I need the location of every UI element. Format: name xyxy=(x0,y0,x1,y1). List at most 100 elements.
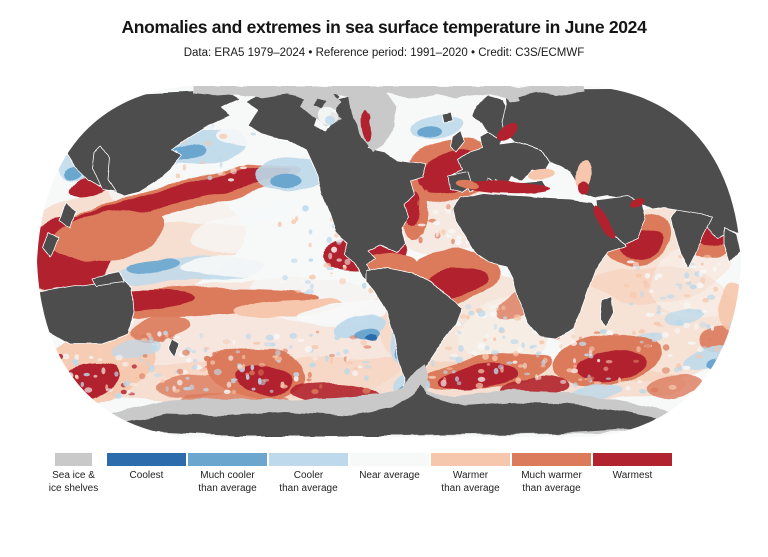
speckle-dot xyxy=(364,364,372,369)
speckle-dot xyxy=(277,221,282,227)
speckle-dot xyxy=(451,370,456,374)
speckle-dot xyxy=(455,376,459,382)
speckle-dot xyxy=(725,381,734,388)
speckle-dot xyxy=(699,322,707,328)
land-british-isles xyxy=(449,129,465,153)
speckle-dot xyxy=(189,384,195,390)
footer-logos: ★★★★★★★★★★★★ PROGRAMME OF THE EUROPEAN U… xyxy=(0,503,768,557)
speckle-dot xyxy=(703,254,712,259)
speckle-dot xyxy=(299,279,304,284)
speckle-dot xyxy=(639,340,644,344)
speckle-dot xyxy=(535,374,539,381)
speckle-dot xyxy=(584,353,589,357)
legend-swatch-MW xyxy=(512,453,591,466)
speckle-dot xyxy=(578,336,583,341)
speckle-dot xyxy=(290,258,298,263)
speckle-dot xyxy=(433,220,441,226)
speckle-dot xyxy=(330,357,334,364)
speckle-dot xyxy=(524,372,531,376)
speckle-dot xyxy=(572,382,578,388)
speckle-dot xyxy=(249,370,255,376)
speckle-dot xyxy=(219,161,223,168)
speckle-dot xyxy=(84,387,93,393)
speckle-dot xyxy=(282,275,288,281)
speckle-dot xyxy=(89,355,94,360)
speckle-dot xyxy=(55,362,60,366)
speckle-dot xyxy=(192,365,198,370)
speckle-dot xyxy=(364,375,369,381)
speckle-dot xyxy=(270,342,276,347)
speckle-dot xyxy=(444,346,453,351)
speckle-dot xyxy=(250,132,256,136)
speckle-dot xyxy=(230,380,236,384)
speckle-dot xyxy=(182,349,190,356)
speckle-dot xyxy=(668,384,677,390)
inland-seas-anomalies xyxy=(318,108,645,239)
sst-anomaly-map xyxy=(37,86,741,437)
speckle-dot xyxy=(339,278,346,285)
speckle-dot xyxy=(445,208,452,214)
speckle-dot xyxy=(75,375,79,380)
speckle-dot xyxy=(320,219,327,224)
legend-label-CO: Coolest xyxy=(129,470,164,481)
speckle-dot xyxy=(512,360,518,364)
anomaly-blob xyxy=(455,180,479,190)
speckle-dot xyxy=(701,346,708,350)
anomaly-blob xyxy=(418,124,442,138)
speckle-dot xyxy=(249,352,253,360)
speckle-dot xyxy=(424,189,429,195)
land-australia xyxy=(39,275,135,345)
speckle-dot xyxy=(706,324,711,330)
speckle-dot xyxy=(265,334,274,341)
speckle-dot xyxy=(120,389,127,395)
speckle-dot xyxy=(89,384,95,388)
speckle-dot xyxy=(230,167,237,175)
anomaly-blob xyxy=(664,308,704,326)
speckle-dot xyxy=(478,369,485,374)
speckle-dot xyxy=(61,368,65,376)
speckle-dot xyxy=(141,337,148,342)
speckle-dot xyxy=(468,310,475,316)
land-iceland xyxy=(441,111,453,123)
speckle-dot xyxy=(291,219,297,225)
speckle-dot xyxy=(362,387,371,394)
speckle-dot xyxy=(228,355,234,361)
speckle-dot xyxy=(308,258,314,262)
land-africa xyxy=(452,192,627,339)
speckle-dot xyxy=(349,335,358,340)
speckle-dot xyxy=(489,311,498,318)
legend-label-C: Cooler than average xyxy=(279,470,338,494)
speckle-dot xyxy=(308,229,313,235)
speckle-dot xyxy=(148,336,154,343)
speckle-dot xyxy=(727,332,732,336)
speckle-dot xyxy=(723,300,728,304)
speckle-dot xyxy=(210,125,219,129)
speckle-dot xyxy=(263,342,272,347)
speckle-dot xyxy=(193,359,198,363)
speckle-dot xyxy=(639,389,648,394)
speckle-dot xyxy=(602,384,608,388)
speckle-dot xyxy=(258,369,264,376)
speckle-dot xyxy=(701,309,708,313)
speckle-dot xyxy=(83,372,90,377)
speckle-dot xyxy=(720,349,725,354)
speckle-dot xyxy=(714,346,720,352)
speckle-dot xyxy=(695,354,704,359)
speckle-dot xyxy=(730,344,735,348)
speckle-dot xyxy=(239,367,245,373)
speckle-dot xyxy=(182,369,188,375)
speckle-dot xyxy=(482,338,488,342)
speckle-dot xyxy=(589,346,595,352)
speckle-dot xyxy=(500,366,504,373)
legend-swatch-Wm xyxy=(431,453,510,466)
speckle-dot xyxy=(578,378,583,381)
speckle-dot xyxy=(286,272,295,275)
speckle-dot xyxy=(127,389,131,395)
speckle-dot xyxy=(489,305,497,310)
speckle-dot xyxy=(654,275,658,281)
speckle-dot xyxy=(578,389,583,393)
speckle-dot xyxy=(122,362,129,367)
speckle-dot xyxy=(358,365,363,369)
speckle-dot xyxy=(129,382,138,387)
speckle-dot xyxy=(521,342,525,349)
